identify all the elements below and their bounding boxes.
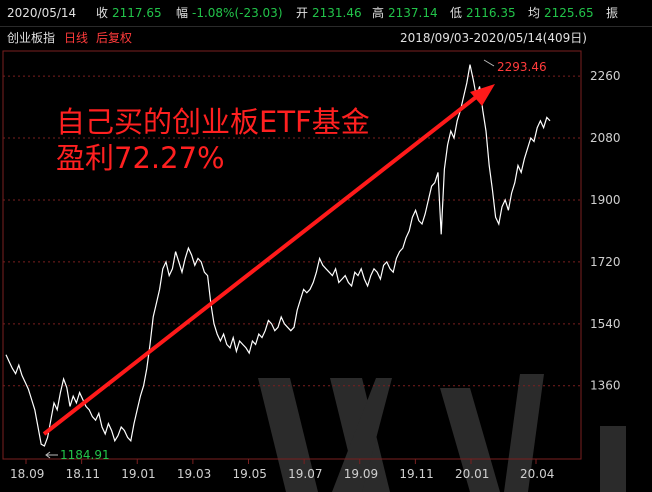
period-label[interactable]: 日线 (64, 31, 89, 45)
adjust-label[interactable]: 后复权 (96, 31, 133, 45)
x-tick-label: 20.04 (520, 467, 554, 481)
quote-header: 2020/05/14 收 2117.65 幅 -1.08%(-23.03) 开 … (0, 0, 652, 27)
index-name: 创业板指 (7, 31, 56, 45)
x-tick-label: 19.11 (399, 467, 433, 481)
x-tick-label: 19.01 (121, 467, 155, 481)
y-tick-label: 1900 (590, 193, 621, 207)
y-tick-label: 1720 (590, 255, 621, 269)
high-value: 2137.14 (388, 6, 438, 20)
low-value: 2116.35 (466, 6, 516, 20)
avg-label: 均 (528, 6, 541, 20)
max-label: 2293.46 (497, 60, 547, 74)
x-tick-label: 18.11 (66, 467, 100, 481)
close-label: 收 (96, 6, 109, 20)
avg-value: 2125.65 (544, 6, 594, 20)
amplitude-label: 振 (606, 6, 619, 20)
chart-subheader: 创业板指 日线 后复权 2018/09/03-2020/05/14(409日) (0, 28, 652, 48)
close-value: 2117.65 (112, 6, 162, 20)
y-tick-label: 1360 (590, 379, 621, 393)
x-axis: 18.09 18.11 19.01 19.03 19.05 19.07 19.09 19.11… (10, 459, 554, 481)
x-tick-label: 19.03 (177, 467, 211, 481)
low-label: 低 (450, 6, 463, 20)
annotation-line-2: 盈利72.27% (56, 141, 225, 175)
change-value: -1.08%(-23.03) (192, 6, 283, 20)
y-tick-label: 2260 (590, 69, 621, 83)
x-tick-label: 20.01 (455, 467, 489, 481)
open-label: 开 (296, 6, 309, 20)
x-tick-label: 19.09 (344, 467, 378, 481)
price-line (5, 64, 551, 447)
change-label: 幅 (176, 6, 189, 20)
profit-arrow (42, 84, 495, 436)
min-label: 1184.91 (60, 448, 110, 462)
watermark-logo (258, 374, 626, 492)
min-marker: 1184.91 (45, 448, 110, 462)
y-tick-label: 2080 (590, 131, 621, 145)
price-chart: 2260 2080 1900 1720 1540 1360 18.09 18.11 19.01… (2, 50, 626, 492)
max-marker: 2293.46 (483, 59, 547, 74)
date-range: 2018/09/03-2020/05/14(409日) (400, 31, 587, 45)
grid-lines (3, 75, 581, 387)
annotation-line-1: 自己买的创业板ETF基金 (56, 105, 370, 139)
quote-date: 2020/05/14 (7, 6, 77, 20)
high-label: 高 (372, 6, 385, 20)
x-tick-label: 18.09 (10, 467, 44, 481)
x-tick-label: 19.05 (233, 467, 267, 481)
x-tick-label: 19.07 (288, 467, 322, 481)
y-tick-label: 1540 (590, 317, 621, 331)
open-value: 2131.46 (312, 6, 362, 20)
y-axis: 2260 2080 1900 1720 1540 1360 (590, 69, 621, 393)
